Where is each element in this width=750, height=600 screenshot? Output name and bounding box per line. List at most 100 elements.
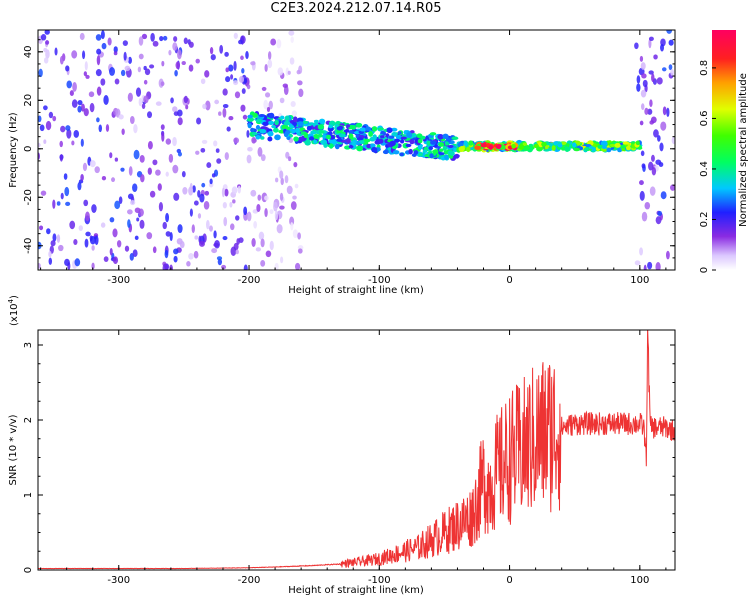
- spectrogram-cell: [173, 111, 179, 116]
- spectrogram-signal-cell: [356, 137, 364, 141]
- spectrogram-cell: [100, 222, 106, 228]
- snr-panel: -300 -200 -100 0 100 0 1 2 3 Height of straight …: [7, 295, 676, 596]
- spectrogram-cell: [177, 117, 183, 126]
- spectrogram-cell: [279, 192, 284, 201]
- spectrogram-cell: [165, 138, 172, 145]
- spectrogram-cell: [257, 194, 262, 201]
- spectrogram-cell: [250, 61, 256, 66]
- spectrogram-cell: [141, 103, 146, 109]
- spectrogram-signal-cell: [280, 115, 285, 120]
- spectrogram-signal-cell: [444, 154, 449, 160]
- spectrogram-signal-cell: [453, 147, 458, 153]
- chart-title: C2E3.2024.212.07.14.R05: [270, 1, 442, 16]
- spectrogram-signal-cell: [411, 153, 417, 157]
- spectrogram-cell: [183, 95, 189, 104]
- spectrogram-cell: [246, 129, 250, 138]
- spectrogram-cell: [107, 37, 112, 46]
- spectrogram-cell: [48, 250, 52, 258]
- spectrogram-cell: [128, 166, 133, 176]
- spectrogram-cell: [101, 42, 107, 50]
- spectrogram-cell: [48, 111, 54, 119]
- spectrogram-cell: [82, 162, 88, 172]
- spectrogram-signal-cell: [348, 133, 354, 140]
- spectrogram-cell: [118, 196, 123, 204]
- spectrogram-signal-cell: [386, 127, 393, 134]
- spectrogram-cell: [256, 203, 261, 213]
- spectrogram-signal-cell: [420, 135, 426, 140]
- spectrogram-signal-cell: [389, 140, 396, 147]
- spectrogram-signal-cell: [438, 142, 445, 147]
- spectrogram-signal-cell: [356, 145, 364, 152]
- spectrogram-cell: [162, 35, 168, 41]
- spectrogram-signal-cell: [274, 134, 281, 141]
- spectrogram-signal-cell: [365, 126, 372, 131]
- spectrogram-signal-cell: [437, 134, 444, 140]
- spectrogram-cell: [246, 84, 251, 90]
- spectrogram-cell: [188, 41, 194, 48]
- spectrogram-cell: [267, 51, 272, 60]
- spectrogram-xtick-label: -200: [238, 275, 261, 286]
- spectrogram-signal-cell: [348, 144, 354, 149]
- spectrogram-signal-cell: [285, 130, 291, 135]
- spectrogram-cell: [634, 42, 639, 50]
- spectrogram-cell: [297, 232, 301, 240]
- spectrogram-cell: [290, 222, 294, 231]
- spectrogram-signal-cell: [541, 141, 547, 147]
- spectrogram-cell: [177, 224, 183, 234]
- snr-xtick-label: -100: [368, 575, 391, 586]
- spectrogram-cell: [202, 103, 207, 110]
- spectrogram-cell: [274, 210, 279, 221]
- spectrogram-cell: [160, 81, 165, 87]
- spectrogram-cell: [133, 124, 138, 134]
- spectrogram-cell: [195, 58, 200, 64]
- spectrogram-cell: [639, 55, 644, 62]
- spectrogram-signal-cell: [255, 134, 261, 140]
- spectrogram-signal-cell: [424, 154, 431, 158]
- spectrogram-cell: [141, 33, 148, 40]
- spectrogram-cell: [651, 167, 657, 176]
- spectrogram-cell: [127, 92, 133, 102]
- spectrogram-signal-cell: [364, 138, 371, 143]
- spectrogram-cell: [71, 50, 78, 59]
- spectrogram-cell: [143, 95, 149, 104]
- spectrogram-signal-cell: [258, 113, 266, 118]
- spectrogram-cell: [297, 80, 303, 86]
- spectrogram-cell: [59, 140, 63, 148]
- spectrogram-cell: [71, 140, 75, 146]
- spectrogram-signal-cell: [617, 147, 623, 153]
- spectrogram-cell: [641, 73, 647, 79]
- spectrogram-cell: [263, 99, 268, 110]
- spectrogram-signal-cell: [370, 143, 376, 148]
- spectrogram-cell: [200, 78, 206, 85]
- spectrogram-cell: [668, 39, 674, 46]
- spectrogram-ytick-label: -20: [23, 189, 34, 205]
- spectrogram-cell: [59, 154, 63, 162]
- spectrogram-cell: [636, 75, 641, 84]
- spectrogram-cell: [200, 147, 206, 153]
- spectrogram-signal-cell: [323, 142, 328, 148]
- spectrogram-cell: [80, 103, 85, 112]
- spectrogram-cell: [225, 67, 230, 73]
- spectrogram-cell: [193, 200, 199, 206]
- spectrogram-signal-cell: [447, 150, 455, 155]
- spectrogram-cell: [653, 129, 659, 138]
- spectrogram-signal-cell: [379, 135, 385, 139]
- spectrogram-cell: [129, 116, 135, 125]
- spectrogram-cell: [228, 64, 234, 72]
- spectrogram-signal-cell: [447, 144, 454, 149]
- spectrogram-cell: [48, 257, 53, 265]
- spectrogram-cell: [260, 238, 265, 248]
- spectrogram-cell: [172, 136, 177, 147]
- spectrogram-cell: [234, 91, 241, 99]
- spectrogram-cell: [132, 249, 138, 257]
- spectrogram-cell: [290, 101, 296, 108]
- spectrogram-cell: [133, 149, 140, 160]
- spectrogram-cell: [103, 256, 109, 262]
- spectrogram-cell: [94, 166, 100, 174]
- spectrogram-ytick-label: -40: [23, 238, 34, 254]
- spectrogram-cell: [226, 126, 231, 132]
- spectrogram-cell: [233, 137, 240, 144]
- spectrogram-cell: [43, 105, 48, 111]
- spectrogram-cell: [233, 32, 238, 39]
- spectrogram-cell: [240, 55, 244, 61]
